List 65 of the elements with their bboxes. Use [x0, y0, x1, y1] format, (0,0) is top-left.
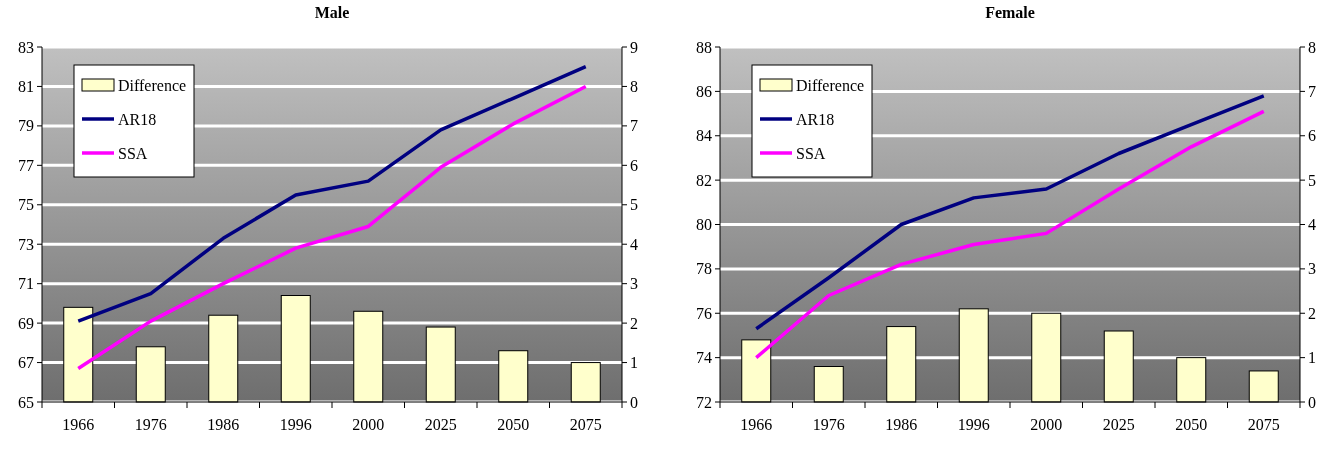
chart-title: Male	[314, 4, 350, 21]
y-tick-label: 88	[696, 38, 712, 56]
x-tick-label: 2000	[1030, 416, 1063, 433]
x-tick-label: 1966	[740, 416, 773, 433]
y2-tick-label: 1	[1308, 349, 1316, 367]
y2-tick-label: 9	[630, 38, 638, 56]
chart-title: Female	[985, 4, 1035, 21]
y2-tick-label: 3	[1308, 260, 1316, 278]
y2-tick-label: 2	[1308, 304, 1316, 322]
y2-tick-label: 0	[1308, 393, 1316, 411]
y-tick-label: 80	[696, 216, 712, 234]
legend-label: Difference	[796, 76, 865, 94]
y2-tick-label: 8	[1308, 38, 1316, 56]
line-series	[754, 109, 1266, 360]
y2-tick-label: 2	[630, 314, 638, 332]
x-tick-label: 2050	[1175, 416, 1208, 433]
y2-tick-label: 5	[630, 196, 638, 214]
legend-label: SSA	[118, 144, 148, 162]
x-tick-label: 1976	[134, 416, 167, 433]
y-tick-label: 84	[696, 127, 712, 145]
y-tick-label: 76	[696, 304, 712, 322]
legend-label: SSA	[796, 144, 826, 162]
y2-tick-label: 7	[1308, 82, 1316, 100]
y-tick-label: 86	[696, 82, 712, 100]
y2-tick-label: 6	[1308, 127, 1316, 145]
x-tick-label: 2075	[1247, 416, 1280, 433]
y-tick-label: 71	[18, 275, 34, 293]
y2-tick-label: 6	[630, 156, 638, 174]
y-tick-label: 78	[696, 260, 712, 278]
y2-tick-label: 4	[1308, 216, 1316, 234]
y-tick-label: 79	[18, 117, 34, 135]
x-tick-label: 2050	[497, 416, 530, 433]
x-tick-label: 2025	[1102, 416, 1135, 433]
y-tick-label: 75	[18, 196, 34, 214]
x-tick-label: 1996	[279, 416, 312, 433]
legend-label: Difference	[118, 76, 187, 94]
x-tick-label: 1986	[207, 416, 240, 433]
x-tick-label: 1986	[885, 416, 918, 433]
y2-tick-label: 1	[630, 354, 638, 372]
x-tick-label: 1976	[812, 416, 845, 433]
x-tick-label: 1996	[957, 416, 990, 433]
line-series	[76, 64, 588, 323]
y-tick-label: 82	[696, 171, 712, 189]
legend-label: AR18	[796, 110, 835, 128]
x-tick-label: 2000	[352, 416, 385, 433]
y2-tick-label: 5	[1308, 171, 1316, 189]
y-tick-label: 69	[18, 314, 34, 332]
x-tick-label: 2075	[569, 416, 602, 433]
y-tick-label: 65	[18, 393, 34, 411]
y2-tick-label: 3	[630, 275, 638, 293]
y-tick-label: 77	[18, 156, 34, 174]
y-tick-label: 74	[696, 349, 712, 367]
y2-tick-label: 4	[630, 235, 638, 253]
y2-tick-label: 0	[630, 393, 638, 411]
y-tick-label: 67	[18, 354, 34, 372]
y2-tick-label: 8	[630, 78, 638, 96]
y-tick-label: 73	[18, 235, 34, 253]
y2-tick-label: 7	[630, 117, 638, 135]
y-tick-label: 81	[18, 78, 34, 96]
line-series	[754, 94, 1266, 331]
x-tick-label: 1966	[62, 416, 95, 433]
legend-label: AR18	[118, 110, 157, 128]
y-tick-label: 72	[696, 393, 712, 411]
y-tick-label: 83	[18, 38, 34, 56]
x-tick-label: 2025	[424, 416, 457, 433]
